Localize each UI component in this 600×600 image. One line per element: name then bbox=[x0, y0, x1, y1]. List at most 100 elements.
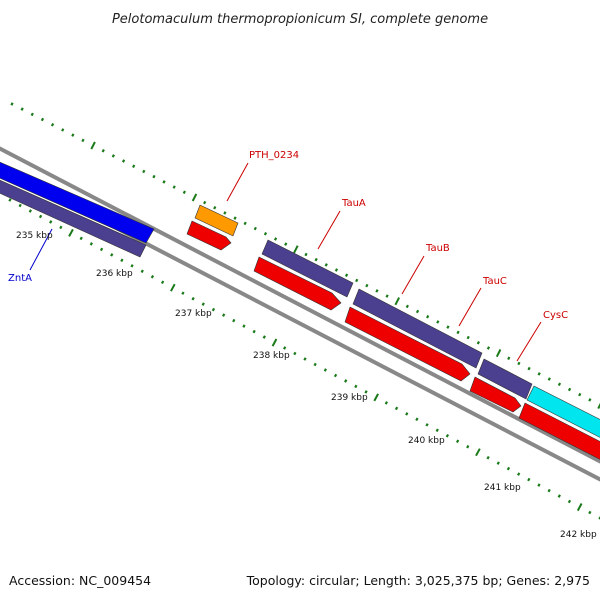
gene-block-taua-purple[interactable] bbox=[261, 239, 354, 298]
leader-tauc bbox=[458, 287, 482, 327]
gene-block-tauc-purple[interactable] bbox=[477, 358, 533, 400]
map-title: Pelotomaculum thermopropionicum SI, comp… bbox=[112, 12, 488, 27]
minor-tick bbox=[181, 291, 185, 295]
minor-tick bbox=[334, 268, 339, 272]
leader-taub bbox=[401, 255, 425, 295]
minor-tick bbox=[130, 264, 134, 268]
minor-tick bbox=[211, 307, 216, 312]
gene-label-znta[interactable]: ZntA bbox=[8, 273, 32, 284]
minor-tick bbox=[567, 387, 572, 392]
gene-block-znta-purple[interactable] bbox=[0, 178, 147, 258]
minor-tick bbox=[20, 107, 24, 111]
minor-tick bbox=[30, 112, 34, 117]
major-tick bbox=[68, 228, 74, 237]
minor-tick bbox=[273, 237, 278, 241]
gene-labels: ZntA PTH_0234 TauA TauB TauC CysC bbox=[8, 150, 568, 321]
minor-tick bbox=[344, 379, 348, 383]
accession-text: Accession: NC_009454 bbox=[9, 573, 151, 588]
kbp-label: 242 kbp bbox=[560, 530, 597, 540]
gene-label-taua[interactable]: TauA bbox=[341, 198, 366, 209]
kbp-labels: 235 kbp 236 kbp 237 kbp 238 kbp 239 kbp … bbox=[16, 231, 597, 540]
minor-tick bbox=[435, 428, 439, 433]
minor-tick bbox=[201, 302, 205, 306]
minor-tick bbox=[8, 198, 12, 202]
leader-znta bbox=[29, 228, 53, 271]
gene-block-znta-blue[interactable] bbox=[0, 160, 155, 244]
major-tick bbox=[597, 402, 600, 410]
minor-tick bbox=[50, 122, 55, 127]
gene-arrow-cysc-red[interactable] bbox=[518, 402, 600, 462]
minor-tick bbox=[486, 455, 490, 460]
minor-tick bbox=[242, 324, 246, 328]
gene-label-pth0234[interactable]: PTH_0234 bbox=[249, 150, 299, 161]
minor-tick bbox=[38, 214, 43, 219]
minor-tick bbox=[142, 169, 146, 174]
minor-tick bbox=[172, 185, 176, 189]
minor-tick bbox=[425, 423, 429, 427]
tick-row-upper bbox=[10, 102, 600, 410]
minor-tick bbox=[71, 133, 75, 137]
minor-tick bbox=[365, 283, 369, 288]
minor-tick bbox=[354, 384, 358, 389]
minor-tick bbox=[384, 401, 388, 405]
kbp-label: 240 kbp bbox=[408, 436, 445, 446]
minor-tick bbox=[233, 216, 237, 220]
minor-tick bbox=[182, 190, 186, 195]
minor-tick bbox=[110, 253, 114, 257]
major-tick bbox=[475, 448, 481, 457]
major-tick bbox=[394, 297, 400, 306]
minor-tick bbox=[446, 325, 450, 329]
minor-tick bbox=[284, 242, 288, 246]
minor-tick bbox=[333, 373, 338, 378]
minor-tick bbox=[10, 102, 14, 106]
minor-tick bbox=[232, 318, 236, 323]
kbp-label: 235 kbp bbox=[16, 231, 53, 241]
minor-tick bbox=[436, 320, 440, 324]
major-tick bbox=[90, 141, 96, 150]
minor-tick bbox=[111, 154, 115, 158]
minor-tick bbox=[426, 314, 430, 319]
minor-tick bbox=[476, 340, 480, 345]
minor-tick bbox=[213, 205, 217, 210]
major-tick bbox=[170, 283, 176, 292]
gene-arrow-tauc-red[interactable] bbox=[469, 376, 522, 413]
minor-tick bbox=[28, 209, 32, 213]
gene-arrow-pth0234-red[interactable] bbox=[186, 220, 232, 251]
minor-tick bbox=[101, 148, 105, 153]
minor-tick bbox=[547, 377, 551, 381]
minor-tick bbox=[588, 398, 592, 402]
minor-tick bbox=[191, 296, 195, 301]
minor-tick bbox=[162, 180, 166, 184]
gene-block-taub-purple[interactable] bbox=[352, 288, 483, 369]
gene-block-pth0234-orange[interactable] bbox=[194, 204, 239, 237]
minor-tick bbox=[547, 488, 551, 493]
leader-cysc bbox=[516, 321, 542, 362]
minor-tick bbox=[456, 330, 460, 335]
minor-tick bbox=[405, 412, 409, 416]
minor-tick bbox=[89, 242, 93, 246]
gene-label-cysc[interactable]: CysC bbox=[543, 310, 568, 321]
minor-tick bbox=[567, 499, 572, 504]
gene-block-cysc-cyan[interactable] bbox=[526, 385, 600, 440]
minor-tick bbox=[40, 117, 45, 122]
minor-tick bbox=[344, 273, 349, 278]
label-leaders bbox=[29, 162, 542, 362]
minor-tick bbox=[222, 313, 226, 317]
minor-tick bbox=[99, 247, 104, 252]
minor-tick bbox=[324, 263, 328, 267]
minor-tick bbox=[415, 309, 420, 314]
gene-label-taub[interactable]: TauB bbox=[425, 243, 450, 254]
minor-tick bbox=[81, 138, 85, 143]
minor-tick bbox=[293, 351, 297, 356]
major-tick bbox=[271, 338, 278, 347]
gene-label-tauc[interactable]: TauC bbox=[482, 276, 507, 287]
gene-arrow-taub-red[interactable] bbox=[344, 306, 471, 382]
minor-tick bbox=[243, 221, 247, 226]
minor-tick bbox=[223, 211, 227, 215]
minor-tick bbox=[283, 346, 287, 350]
backbone-outer-line bbox=[0, 146, 600, 464]
gene-features bbox=[0, 160, 600, 462]
minor-tick bbox=[385, 294, 389, 298]
gene-arrow-taua-red[interactable] bbox=[253, 256, 342, 311]
